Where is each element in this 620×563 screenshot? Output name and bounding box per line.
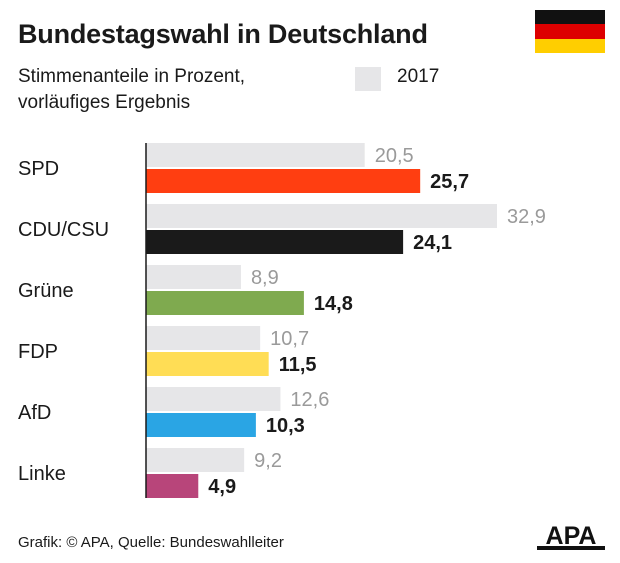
bar-2017-spd xyxy=(146,143,365,167)
value-label-current-cdu-csu: 24,1 xyxy=(413,232,452,254)
value-label-current-afd: 10,3 xyxy=(266,415,305,437)
bar-current-spd xyxy=(146,169,421,193)
bar-current-cdu-csu xyxy=(146,230,404,254)
value-label-2017-cdu-csu: 32,9 xyxy=(507,206,546,228)
chart-subtitle: Stimmenanteile in Prozent, vorläufiges E… xyxy=(18,64,245,116)
bar-2017-fdp xyxy=(146,326,261,350)
german-flag-icon xyxy=(535,10,605,53)
apa-logo: APA xyxy=(537,522,605,550)
category-label-linke: Linke xyxy=(18,463,66,485)
chart-title: Bundestagswahl in Deutschland xyxy=(18,19,428,49)
value-label-2017-spd: 20,5 xyxy=(375,145,414,167)
flag-stripe-black xyxy=(535,10,605,25)
category-label-cdu-csu: CDU/CSU xyxy=(18,219,109,241)
value-label-2017-afd: 12,6 xyxy=(290,389,329,411)
value-label-2017-grüne: 8,9 xyxy=(251,267,279,289)
value-label-current-fdp: 11,5 xyxy=(279,354,317,376)
bar-current-fdp xyxy=(146,352,269,376)
subtitle-line-2: vorläufiges Ergebnis xyxy=(18,92,191,113)
bar-current-afd xyxy=(146,413,256,437)
subtitle-line-1: Stimmenanteile in Prozent, xyxy=(18,66,246,87)
category-label-fdp: FDP xyxy=(18,341,58,363)
bar-current-linke xyxy=(146,474,199,498)
value-label-current-linke: 4,9 xyxy=(208,476,236,498)
value-label-current-spd: 25,7 xyxy=(430,171,469,193)
source-credit: Grafik: © APA, Quelle: Bundeswahlleiter xyxy=(18,534,284,551)
category-label-afd: AfD xyxy=(18,402,51,424)
value-label-current-grüne: 14,8 xyxy=(314,293,353,315)
legend-label-2017: 2017 xyxy=(397,66,440,87)
flag-stripe-gold xyxy=(535,38,605,53)
apa-logo-bar xyxy=(537,546,605,550)
bar-2017-grüne xyxy=(146,265,241,289)
bar-2017-afd xyxy=(146,387,281,411)
category-label-grüne: Grüne xyxy=(18,280,74,302)
legend-swatch-2017 xyxy=(355,67,381,91)
value-label-2017-linke: 9,2 xyxy=(254,450,282,472)
apa-logo-text: APA xyxy=(546,522,597,550)
value-label-2017-fdp: 10,7 xyxy=(270,328,309,350)
bar-chart: SPD 20,5 25,7 CDU/CSU 32,9 24,1 Grüne 8,9 14,8 FD… xyxy=(18,143,546,498)
bar-2017-linke xyxy=(146,448,245,472)
category-label-spd: SPD xyxy=(18,158,59,180)
flag-stripe-red xyxy=(535,24,605,39)
bar-current-grüne xyxy=(146,291,304,315)
bar-2017-cdu-csu xyxy=(146,204,497,228)
